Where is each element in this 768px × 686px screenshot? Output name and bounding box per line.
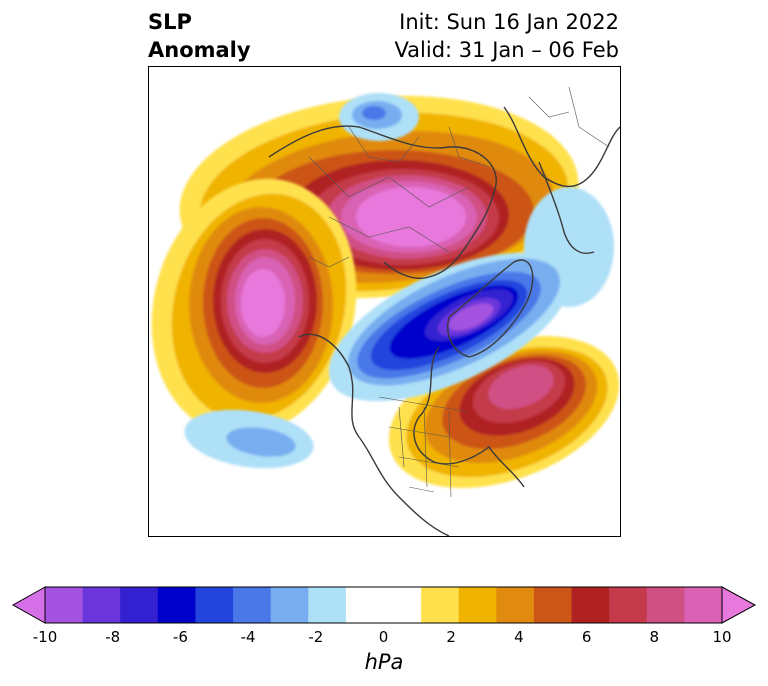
title-variable-line1: SLP xyxy=(148,10,192,34)
colorbar xyxy=(11,586,757,624)
colorbar-cell xyxy=(496,587,535,623)
colorbar-cell xyxy=(458,587,497,623)
colorbar-tick-label: -2 xyxy=(308,628,324,646)
valid-date-range: Valid: 31 Jan – 06 Feb xyxy=(394,38,619,62)
colorbar-tick-label: -10 xyxy=(32,628,58,646)
colorbar-tick-label: 0 xyxy=(378,628,389,646)
colorbar-tick-label: 6 xyxy=(581,628,592,646)
colorbar-cell xyxy=(533,587,573,623)
arctic-low-anomaly xyxy=(328,187,614,402)
pacific-high-anomaly xyxy=(151,178,357,436)
colorbar-cell xyxy=(383,587,422,623)
colorbar-tick-label: 8 xyxy=(649,628,660,646)
colorbar-cell xyxy=(195,587,234,623)
colorbar-min-arrow xyxy=(11,586,46,624)
political-borders xyxy=(308,86,610,498)
colorbar-cell xyxy=(421,587,460,623)
colorbar-tick-label: -4 xyxy=(240,628,256,646)
title-variable-line2: Anomaly xyxy=(148,38,251,62)
colorbar-cell xyxy=(45,587,84,623)
colorbar-cell xyxy=(308,587,347,623)
colorbar-cell xyxy=(609,587,648,623)
colorbar-tick-label: 10 xyxy=(712,628,732,646)
colorbar-cell xyxy=(233,587,272,623)
colorbar-frame xyxy=(44,586,723,624)
colorbar-tick-label: -8 xyxy=(105,628,121,646)
colorbar-max-arrow xyxy=(721,586,757,624)
colorbar-cell xyxy=(684,587,723,623)
pacific-low-anomaly xyxy=(184,409,314,469)
colorbar-cell xyxy=(646,587,685,623)
map-dates: Init: Sun 16 Jan 2022 Valid: 31 Jan – 06… xyxy=(394,8,619,64)
map-canvas xyxy=(151,86,620,536)
coastlines xyxy=(268,106,620,536)
colorbar-tick-label: 4 xyxy=(514,628,524,646)
colorbar-cell xyxy=(120,587,159,623)
colorbar-cell xyxy=(82,587,121,623)
colorbar-cell xyxy=(571,587,610,623)
colorbar-cell xyxy=(345,587,384,623)
colorbar-cell xyxy=(157,587,196,623)
colorbar-cell xyxy=(270,587,309,623)
colorbar-tick-label: 2 xyxy=(446,628,456,646)
colorbar-units: hPa xyxy=(364,650,404,674)
map-title: SLP Anomaly xyxy=(148,8,251,64)
colorbar-tick-label: -6 xyxy=(172,628,188,646)
europe-low-anomaly xyxy=(339,93,419,141)
init-date: Init: Sun 16 Jan 2022 xyxy=(399,10,619,34)
anomaly-map xyxy=(148,66,621,537)
